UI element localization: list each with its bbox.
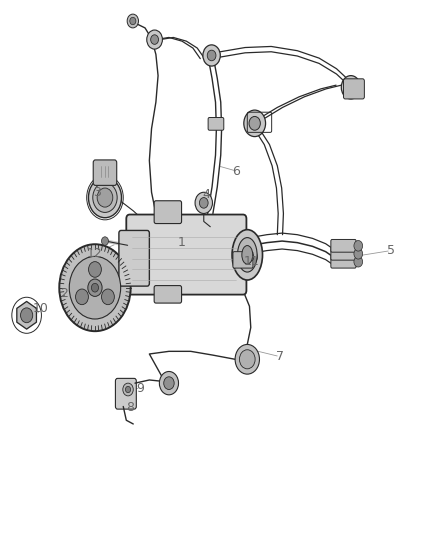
Circle shape [240, 350, 255, 369]
Text: 3: 3 [93, 186, 101, 199]
FancyBboxPatch shape [126, 215, 247, 295]
Polygon shape [17, 302, 36, 329]
Circle shape [147, 30, 162, 49]
Circle shape [97, 188, 113, 207]
Circle shape [249, 116, 260, 130]
Circle shape [88, 262, 101, 277]
Text: 9: 9 [137, 382, 145, 395]
Circle shape [93, 183, 117, 213]
Circle shape [354, 248, 363, 259]
Circle shape [69, 256, 120, 319]
Circle shape [127, 14, 138, 28]
Text: 1: 1 [178, 236, 186, 249]
FancyBboxPatch shape [116, 378, 136, 409]
FancyBboxPatch shape [119, 230, 149, 286]
Circle shape [59, 244, 131, 331]
Circle shape [203, 45, 220, 66]
Circle shape [21, 308, 33, 322]
Text: 11: 11 [244, 255, 260, 268]
Text: 2: 2 [60, 287, 68, 300]
Circle shape [123, 383, 133, 396]
Circle shape [247, 253, 254, 261]
Text: 6: 6 [233, 165, 240, 177]
FancyBboxPatch shape [208, 117, 224, 130]
Circle shape [92, 284, 99, 292]
Circle shape [235, 344, 259, 374]
Text: 12: 12 [87, 247, 103, 260]
Circle shape [199, 198, 208, 208]
Circle shape [164, 377, 174, 390]
Circle shape [341, 76, 360, 99]
Text: 5: 5 [387, 244, 395, 257]
Ellipse shape [242, 246, 253, 264]
Circle shape [244, 110, 265, 136]
FancyBboxPatch shape [343, 79, 364, 99]
FancyBboxPatch shape [331, 255, 356, 268]
Text: 4: 4 [202, 189, 210, 201]
Circle shape [151, 35, 159, 44]
FancyBboxPatch shape [154, 201, 182, 223]
Circle shape [207, 50, 216, 61]
Circle shape [354, 256, 363, 267]
Text: 8: 8 [126, 400, 134, 414]
Text: 7: 7 [276, 350, 284, 363]
Circle shape [159, 372, 179, 395]
Circle shape [76, 289, 88, 305]
FancyBboxPatch shape [233, 252, 253, 268]
Circle shape [102, 289, 114, 305]
Circle shape [195, 192, 212, 214]
FancyBboxPatch shape [331, 239, 356, 252]
Circle shape [102, 237, 109, 245]
Circle shape [354, 240, 363, 251]
Circle shape [244, 248, 257, 265]
Circle shape [125, 386, 131, 393]
Ellipse shape [237, 238, 257, 272]
Ellipse shape [232, 230, 262, 280]
Circle shape [130, 17, 136, 25]
FancyBboxPatch shape [154, 286, 182, 303]
FancyBboxPatch shape [331, 247, 356, 260]
FancyBboxPatch shape [93, 160, 117, 185]
Text: 10: 10 [32, 302, 49, 316]
Circle shape [88, 279, 102, 296]
Circle shape [88, 177, 121, 217]
